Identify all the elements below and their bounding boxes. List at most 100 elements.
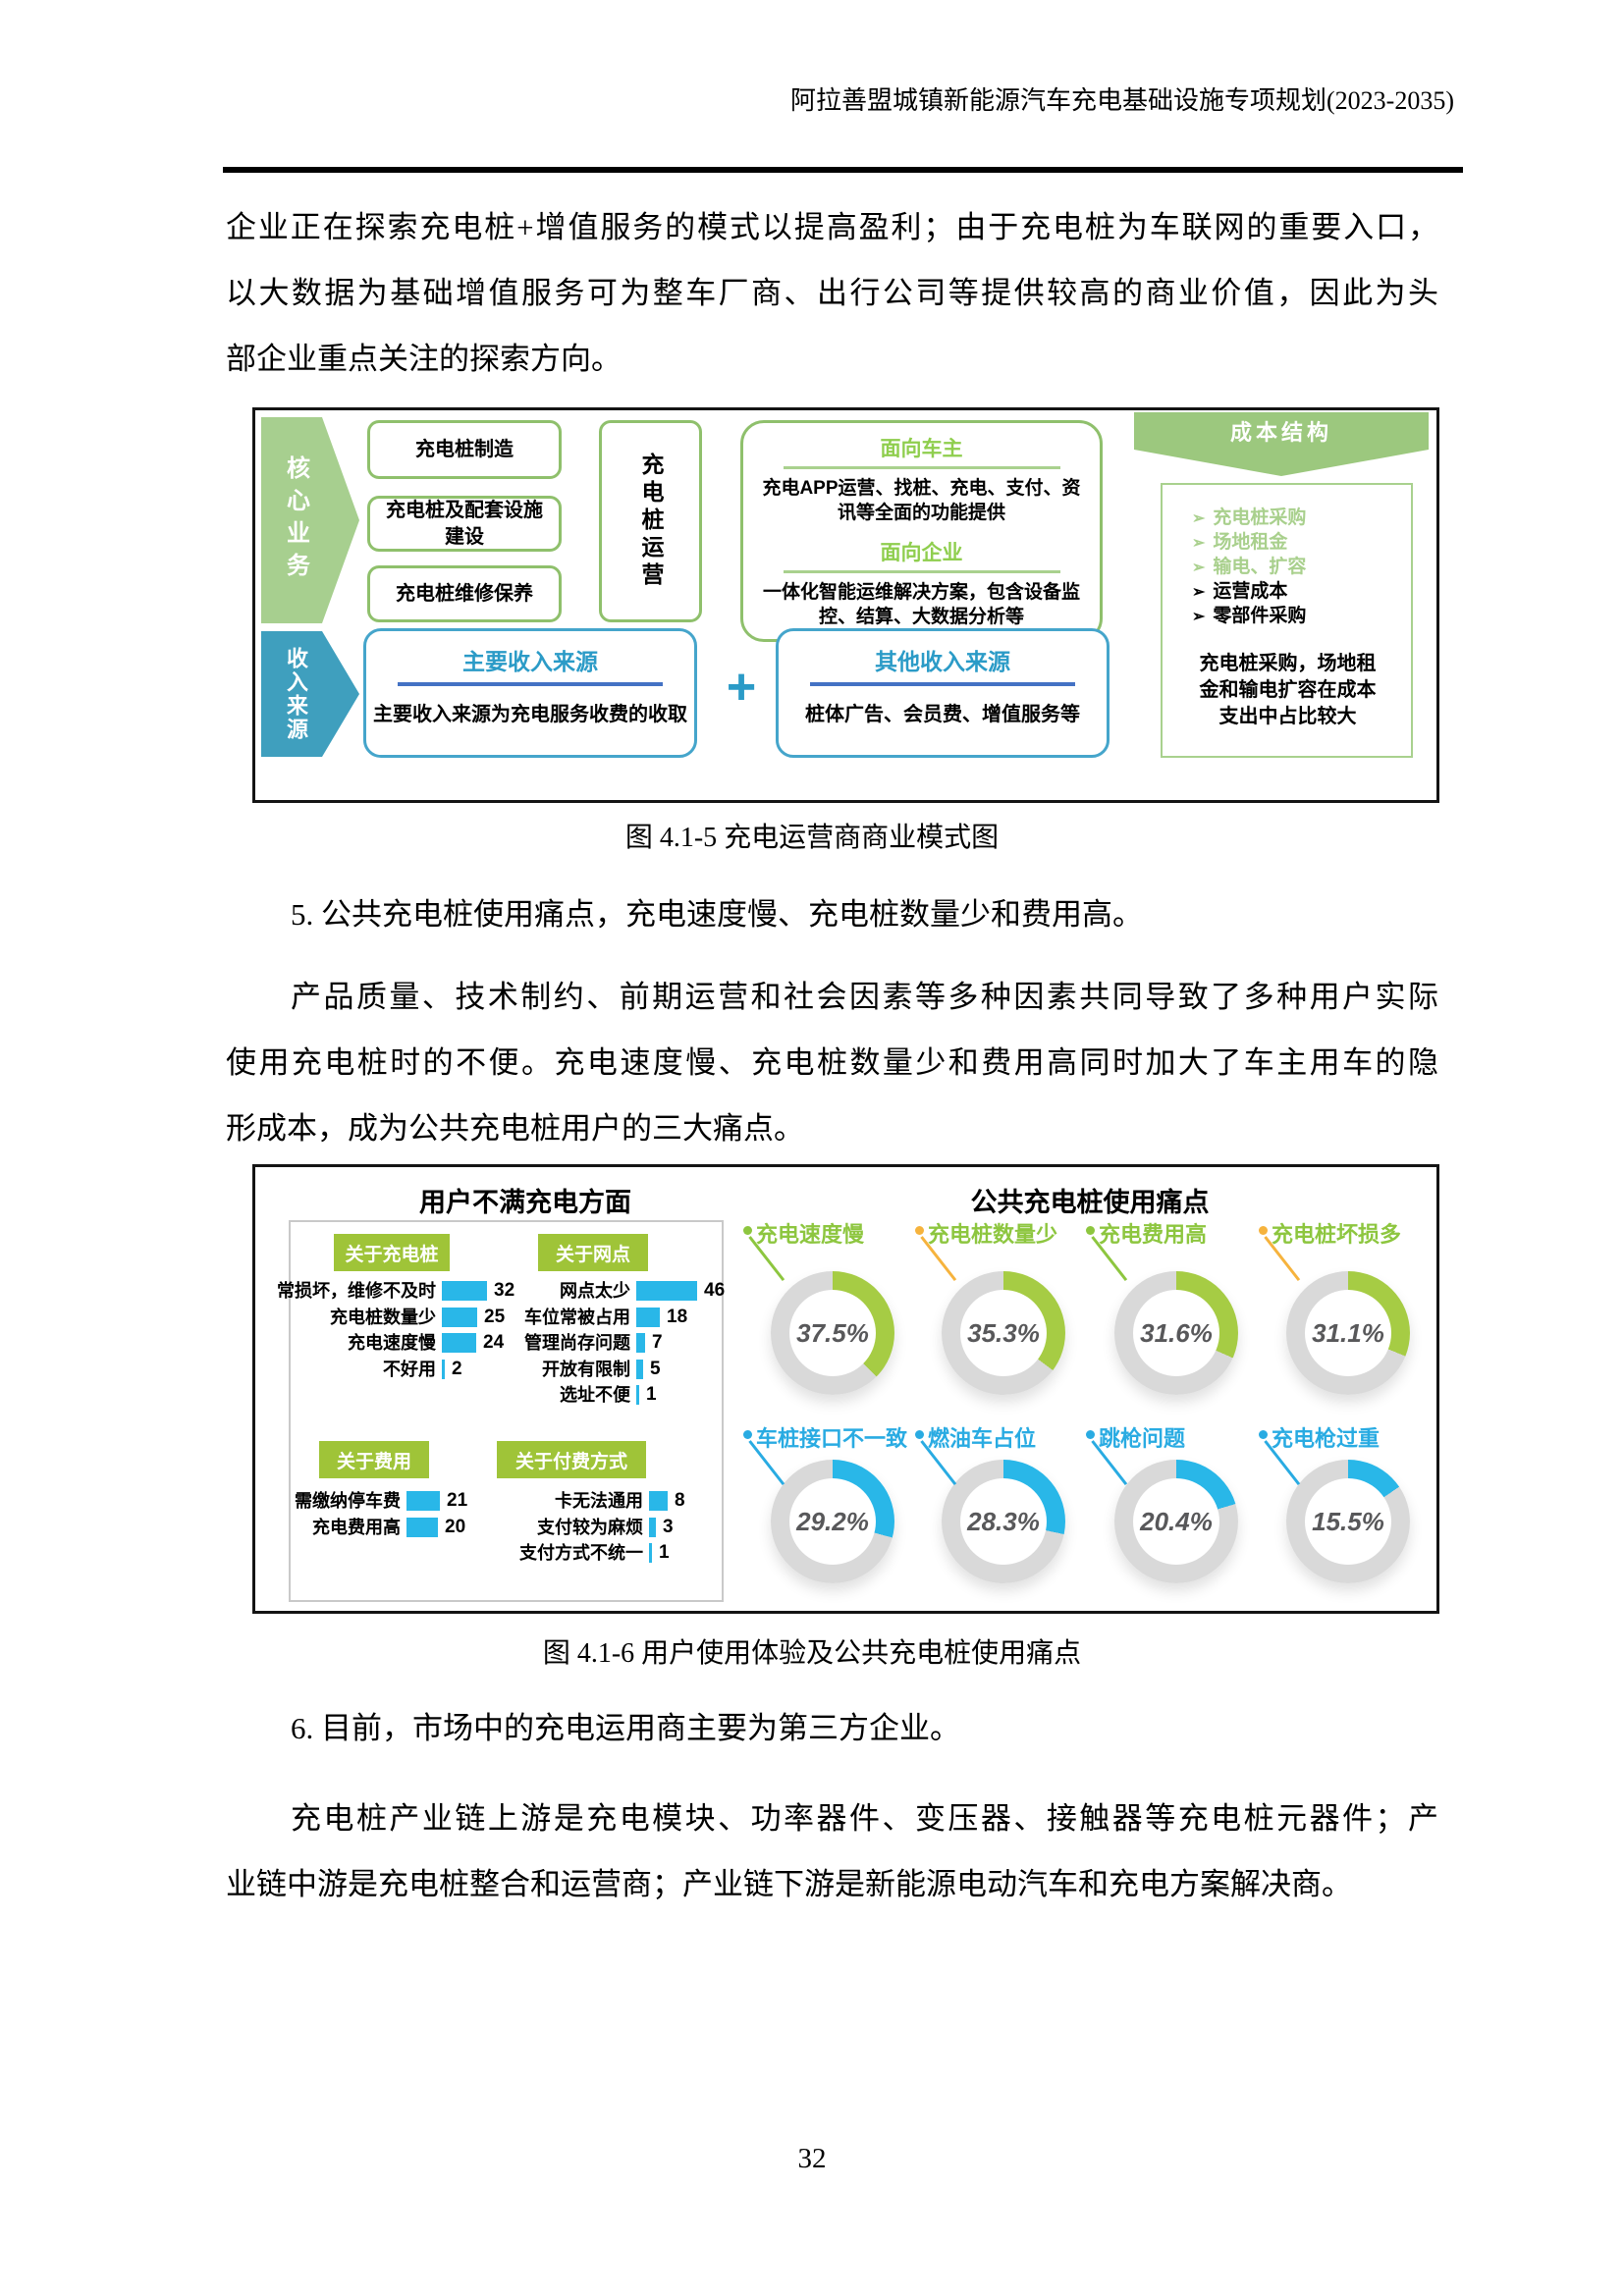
leader-line-icon xyxy=(1091,1236,1128,1282)
donut-percent-value: 35.3% xyxy=(967,1317,1040,1348)
bar-chart-title: 用户不满充电方面 xyxy=(419,1188,631,1217)
paragraph-line: 部企业重点关注的探索方向。 xyxy=(226,342,622,376)
other-income-box: 其他收入来源 桩体广告、会员费、增值服务等 xyxy=(776,628,1110,758)
figure-2-caption: 图 4.1-6 用户使用体验及公共充电桩使用痛点 xyxy=(542,1638,1082,1669)
donut-percent-value: 31.1% xyxy=(1312,1317,1384,1348)
paragraph-line: 5. 公共充电桩使用痛点，充电速度慢、充电桩数量少和费用高。 xyxy=(291,897,1143,932)
cost-item: ➢ 运营成本 xyxy=(1192,580,1401,605)
donut-hole: 28.3% xyxy=(960,1478,1047,1565)
bar-category-label: 选址不便 xyxy=(560,1385,630,1405)
leader-line-icon xyxy=(1264,1440,1301,1486)
paragraph-line: 以大数据为基础增值服务可为整车厂商、出行公司等提供较高的商业价值，因此为头 xyxy=(226,276,1438,310)
donut-hole: 35.3% xyxy=(960,1290,1047,1376)
donut-percent-value: 28.3% xyxy=(967,1506,1040,1536)
bar xyxy=(649,1517,656,1537)
bullet-arrow-icon: ➢ xyxy=(1192,510,1206,527)
bar-category-label: 需缴纳停车费 xyxy=(295,1491,401,1511)
bar xyxy=(636,1359,643,1379)
figure-1-caption: 图 4.1-5 充电运营商商业模式图 xyxy=(624,823,1000,853)
bar-value: 1 xyxy=(659,1542,670,1563)
blue-underline xyxy=(398,682,663,686)
operation-box: 充电桩运营 xyxy=(599,420,702,622)
cost-item: ➢ 输电、扩容 xyxy=(1192,556,1401,580)
donut-hole: 29.2% xyxy=(789,1478,876,1565)
donut-label: 车桩接口不一致 xyxy=(743,1421,907,1486)
bar xyxy=(636,1281,697,1301)
cost-structure-banner: 成本结构 xyxy=(1134,412,1429,450)
donut-percent-value: 37.5% xyxy=(796,1317,869,1348)
donut-chart: 35.3% xyxy=(942,1271,1065,1395)
leader-dot-icon xyxy=(1086,1226,1095,1235)
leader-line-icon xyxy=(1091,1440,1128,1486)
bar-value: 20 xyxy=(445,1516,466,1537)
bar-value: 18 xyxy=(667,1306,688,1327)
bar-group-badge: 关于网点 xyxy=(538,1234,648,1271)
leader-dot-icon xyxy=(743,1226,752,1235)
cost-structure-note: 充电桩采购，场地租金和输电扩容在成本支出中占比较大 xyxy=(1199,653,1377,727)
bar-category-label: 网点太少 xyxy=(560,1281,630,1301)
donut-label: 跳枪问题 xyxy=(1086,1421,1185,1486)
bar xyxy=(649,1543,652,1563)
income-source-arrow: 收入来源 xyxy=(261,631,359,757)
bar xyxy=(442,1307,477,1327)
customer-facing-body: 充电APP运营、找桩、充电、支付、资讯等全面的功能提供 xyxy=(762,478,1081,523)
donut-chart: 28.3% xyxy=(942,1460,1065,1583)
leader-line-icon xyxy=(1264,1236,1301,1282)
other-income-body: 桩体广告、会员费、增值服务等 xyxy=(805,704,1080,725)
bar xyxy=(636,1333,645,1353)
bar-value: 46 xyxy=(704,1280,726,1301)
bar-category-label: 车位常被占用 xyxy=(524,1307,630,1327)
bar-value: 8 xyxy=(675,1490,685,1511)
donut-label: 充电费用高 xyxy=(1086,1217,1207,1282)
donut-percent-value: 31.6% xyxy=(1140,1317,1213,1348)
main-income-body: 主要收入来源为充电服务收费的收取 xyxy=(373,704,687,725)
bar xyxy=(442,1333,476,1353)
figure-pain-points: 用户不满充电方面 公共充电桩使用痛点 关于充电桩 常损坏，维修不及时 32 充电桩数量… xyxy=(252,1164,1439,1614)
main-income-box: 主要收入来源 主要收入来源为充电服务收费的收取 xyxy=(363,628,697,758)
donut-label: 充电桩坏损多 xyxy=(1259,1217,1401,1282)
bar xyxy=(636,1385,639,1405)
enterprise-facing-body: 一体化智能运维解决方案，包含设备监控、结算、大数据分析等 xyxy=(762,582,1080,627)
paragraph-line: 业链中游是充电桩整合和运营商；产业链下游是新能源电动汽车和充电方案解决商。 xyxy=(226,1867,1352,1901)
bar xyxy=(442,1359,445,1379)
cost-item-label: 输电、扩容 xyxy=(1213,557,1307,577)
leader-line-icon xyxy=(920,1440,957,1486)
service-box: 面向车主 充电APP运营、找桩、充电、支付、资讯等全面的功能提供 面向企业 一体… xyxy=(740,420,1103,642)
bar-category-label: 卡无法通用 xyxy=(555,1491,643,1511)
bar-value: 5 xyxy=(650,1358,661,1379)
bullet-arrow-icon: ➢ xyxy=(1192,609,1206,625)
bar xyxy=(649,1491,668,1511)
bar-value: 7 xyxy=(652,1332,663,1353)
paragraph-line: 充电桩产业链上游是充电模块、功率器件、变压器、接触器等充电桩元器件；产 xyxy=(291,1801,1438,1836)
bar-value: 1 xyxy=(646,1384,657,1405)
donut-chart: 29.2% xyxy=(771,1460,894,1583)
leader-dot-icon xyxy=(915,1430,924,1439)
bar-category-label: 充电费用高 xyxy=(312,1517,401,1537)
core-box-manufacturing: 充电桩制造 xyxy=(367,420,562,479)
bar-value: 2 xyxy=(452,1358,462,1379)
bullet-arrow-icon: ➢ xyxy=(1192,584,1206,601)
donut-chart: 20.4% xyxy=(1114,1460,1238,1583)
blue-underline xyxy=(810,682,1075,686)
donut-chart: 31.6% xyxy=(1114,1271,1238,1395)
leader-dot-icon xyxy=(743,1430,752,1439)
leader-line-icon xyxy=(920,1236,957,1282)
core-box-construction: 充电桩及配套设施建设 xyxy=(367,496,562,552)
donut-hole: 31.6% xyxy=(1133,1290,1219,1376)
leader-line-icon xyxy=(748,1440,785,1486)
cost-item: ➢ 充电桩采购 xyxy=(1192,507,1401,531)
header-title: 阿拉善盟城镇新能源汽车充电基础设施专项规划(2023-2035) xyxy=(790,86,1454,115)
cost-item-label: 零部件采购 xyxy=(1213,606,1307,626)
bar-value: 24 xyxy=(483,1332,505,1353)
operation-box-label: 充电桩运营 xyxy=(638,453,664,590)
donut-hole: 15.5% xyxy=(1305,1478,1391,1565)
bar-group-badge: 关于费用 xyxy=(319,1441,429,1478)
paragraph-line: 产品质量、技术制约、前期运营和社会因素等多种因素共同导致了多种用户实际 xyxy=(291,980,1438,1014)
bar-category-label: 支付较为麻烦 xyxy=(537,1517,643,1537)
donut-chart-title: 公共充电桩使用痛点 xyxy=(970,1188,1210,1217)
bar-category-label: 管理尚存问题 xyxy=(524,1333,630,1353)
bar-value: 3 xyxy=(663,1516,674,1537)
cost-item-label: 充电桩采购 xyxy=(1213,507,1307,528)
plus-icon: + xyxy=(726,659,757,716)
